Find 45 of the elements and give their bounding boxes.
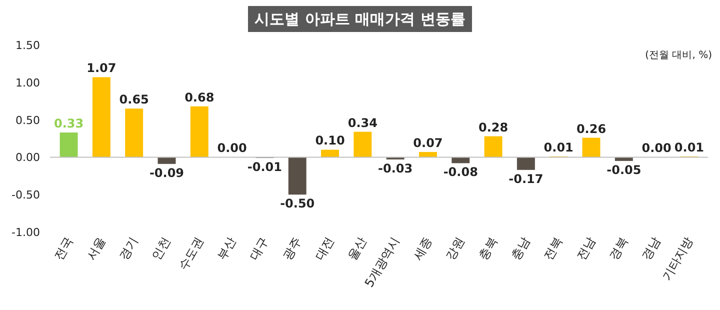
text: (전월 대비, %) [645,50,712,61]
data-label: 0.33 [54,116,84,131]
data-label: -0.01 [247,160,282,174]
x-tick-label: 전국 [51,234,76,262]
data-label: 0.00 [642,141,672,156]
data-label: 0.10 [315,134,345,148]
x-tick-label: 경북 [606,234,631,262]
data-label: 0.01 [674,140,704,154]
y-tick-label: -1.00 [12,226,40,239]
data-label: 0.28 [478,120,508,134]
data-label: -0.50 [280,196,315,211]
x-tick-label: 세종 [410,234,435,262]
x-tick-label: 서울 [84,234,108,262]
x-tick-label: 대구 [247,234,272,262]
data-label: 1.07 [86,61,116,76]
x-tick-label: 전남 [574,234,598,262]
y-tick-label: -0.50 [12,188,40,202]
x-tick-label: 인천 [149,234,174,262]
data-label: -0.03 [378,161,413,176]
y-tick-label: 1.50 [16,39,40,52]
data-label: -0.05 [606,162,642,177]
x-tick-label: 경남 [639,234,664,262]
y-tick-label: 0.50 [16,114,40,127]
x-tick-label: 전북 [541,234,566,262]
y-tick-label: 1.00 [16,76,40,90]
data-label: 0.34 [348,116,378,130]
data-label: 0.00 [217,141,247,156]
x-tick-label: 경기 [116,234,141,262]
x-tick-label: 울산 [345,234,370,262]
data-label: 0.07 [413,136,443,150]
x-tick-label: 대전 [312,234,337,262]
chart-title: 시도별 아파트 매매가격 변동률 [254,10,466,28]
data-label: 0.65 [119,92,149,107]
data-label: 0.01 [544,140,574,154]
x-tick-label: 강원 [443,234,468,262]
data-label: 0.68 [184,90,214,104]
data-label: -0.09 [149,166,184,180]
x-tick-label: 부산 [214,234,239,262]
x-tick-label: 광주 [280,234,304,262]
x-tick-label: 충남 [508,234,533,262]
y-tick-label: 0.00 [16,151,40,164]
x-tick-label: 충북 [476,234,500,262]
data-label: -0.17 [508,172,544,186]
data-label: -0.08 [443,165,478,180]
data-label: 0.26 [576,122,606,136]
